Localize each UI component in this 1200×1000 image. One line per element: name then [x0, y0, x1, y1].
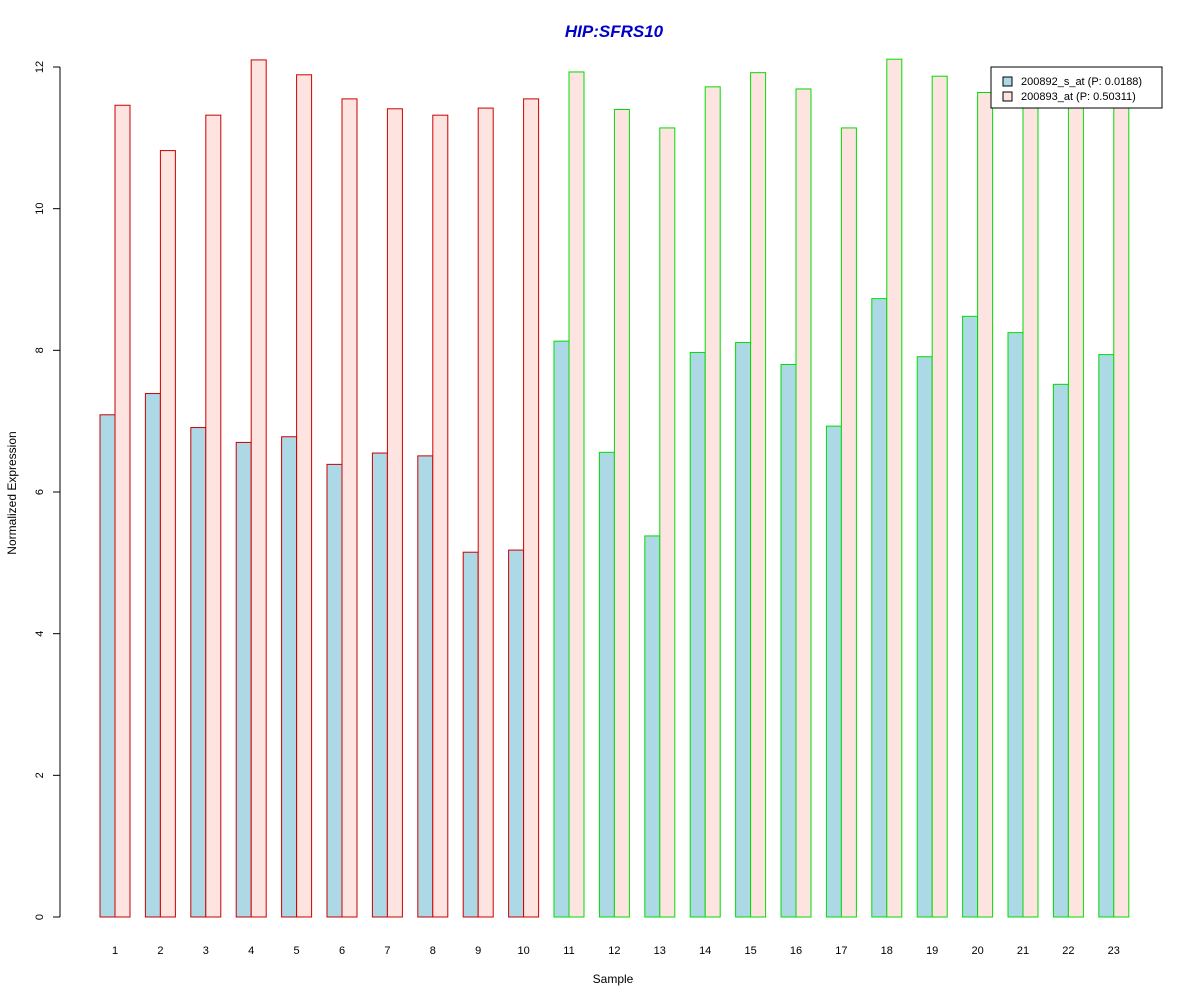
- x-tick-label: 21: [1017, 945, 1029, 957]
- legend: 200892_s_at (P: 0.0188) 200893_at (P: 0.…: [990, 66, 1163, 109]
- y-tick-label: 0: [34, 914, 46, 920]
- x-tick-label: 10: [517, 945, 529, 957]
- x-tick-label: 2: [157, 945, 163, 957]
- y-tick-label: 2: [34, 772, 46, 778]
- y-tick-label: 6: [34, 489, 46, 495]
- bar-series2-sample-12: [613, 109, 630, 918]
- bar-series1-sample-19: [916, 356, 933, 918]
- x-tick-label: 6: [339, 945, 345, 957]
- legend-label-1: 200892_s_at (P: 0.0188): [1021, 76, 1142, 88]
- bar-series1-sample-20: [962, 315, 979, 918]
- bar-series1-sample-2: [144, 393, 161, 918]
- x-tick-label: 23: [1108, 945, 1120, 957]
- bar-series1-sample-1: [99, 414, 116, 918]
- bar-series2-sample-17: [840, 127, 857, 918]
- bar-series1-sample-15: [735, 342, 752, 918]
- x-tick-label: 18: [881, 945, 893, 957]
- bar-series1-sample-9: [462, 551, 479, 918]
- x-tick-label: 22: [1062, 945, 1074, 957]
- bar-series1-sample-12: [598, 451, 615, 918]
- bar-series2-sample-14: [704, 86, 721, 918]
- x-tick-labels: 1 2 3 4 5 6 7 8 9 10 11 12 13 14 15 16 17 18 19 20 21 22 23: [112, 945, 1120, 957]
- y-tick-label: 12: [34, 61, 46, 73]
- y-axis: 0 2 4 6 8 10 12: [34, 61, 61, 920]
- bar-series1-sample-11: [553, 340, 570, 918]
- bar-series1-sample-3: [190, 427, 207, 918]
- x-tick-label: 11: [563, 945, 574, 957]
- bar-series2-sample-10: [523, 98, 540, 918]
- x-tick-label: 19: [926, 945, 938, 957]
- bar-series1-sample-23: [1098, 354, 1115, 918]
- bar-series1-sample-17: [825, 425, 842, 918]
- x-tick-label: 12: [608, 945, 620, 957]
- x-tick-label: 9: [475, 945, 481, 957]
- x-tick-label: 7: [384, 945, 390, 957]
- x-tick-label: 8: [430, 945, 436, 957]
- x-tick-label: 15: [744, 945, 756, 957]
- legend-swatch-2: [1002, 91, 1013, 102]
- legend-box: [990, 66, 1163, 109]
- bar-series1-sample-4: [235, 441, 252, 918]
- bar-series1-sample-7: [371, 452, 388, 918]
- y-axis-label: Normalized Expression: [5, 431, 19, 554]
- bar-series1-sample-13: [644, 535, 661, 918]
- bar-series2-sample-23: [1113, 87, 1130, 918]
- bars: [99, 58, 1130, 918]
- bar-series2-sample-6: [341, 98, 358, 918]
- bar-series2-sample-22: [1067, 101, 1084, 918]
- bar-series2-sample-7: [386, 108, 403, 918]
- y-tick-label: 8: [34, 347, 46, 353]
- bar-series2-sample-1: [114, 104, 131, 918]
- bar-series2-sample-21: [1022, 87, 1039, 918]
- bar-series2-sample-16: [795, 88, 812, 918]
- bar-series2-sample-13: [659, 127, 676, 918]
- bar-series2-sample-9: [477, 107, 494, 918]
- bar-series1-sample-14: [689, 351, 706, 918]
- x-tick-label: 5: [294, 945, 300, 957]
- x-tick-label: 1: [112, 945, 118, 957]
- bar-series1-sample-21: [1007, 332, 1024, 918]
- bar-series1-sample-6: [326, 463, 343, 918]
- bar-series1-sample-8: [417, 455, 434, 918]
- bar-series2-sample-3: [205, 114, 222, 918]
- y-tick-label: 4: [34, 631, 46, 637]
- bar-series2-sample-5: [296, 74, 313, 918]
- bar-series1-sample-22: [1052, 383, 1069, 918]
- bar-series2-sample-8: [432, 114, 449, 918]
- y-tick-label: 10: [34, 203, 46, 215]
- x-tick-label: 13: [654, 945, 666, 957]
- x-tick-label: 3: [203, 945, 209, 957]
- chart-title: HIP:SFRS10: [565, 22, 664, 41]
- x-tick-label: 4: [248, 945, 254, 957]
- bar-series1-sample-18: [871, 298, 888, 918]
- x-axis-label: Sample: [593, 972, 634, 986]
- bar-series2-sample-11: [568, 71, 585, 918]
- x-tick-label: 14: [699, 945, 711, 957]
- x-tick-label: 16: [790, 945, 802, 957]
- bar-series2-sample-18: [886, 58, 903, 918]
- bar-series1-sample-16: [780, 364, 797, 918]
- legend-label-2: 200893_at (P: 0.50311): [1021, 91, 1136, 103]
- bar-series2-sample-20: [977, 92, 994, 918]
- legend-swatch-1: [1002, 76, 1013, 87]
- bar-series1-sample-10: [508, 549, 525, 918]
- x-tick-label: 20: [971, 945, 983, 957]
- bar-series2-sample-19: [931, 75, 948, 918]
- bar-series2-sample-15: [750, 72, 767, 918]
- bar-series2-sample-2: [159, 150, 176, 918]
- bar-series2-sample-4: [250, 59, 267, 918]
- bar-series1-sample-5: [281, 436, 298, 918]
- x-tick-label: 17: [835, 945, 847, 957]
